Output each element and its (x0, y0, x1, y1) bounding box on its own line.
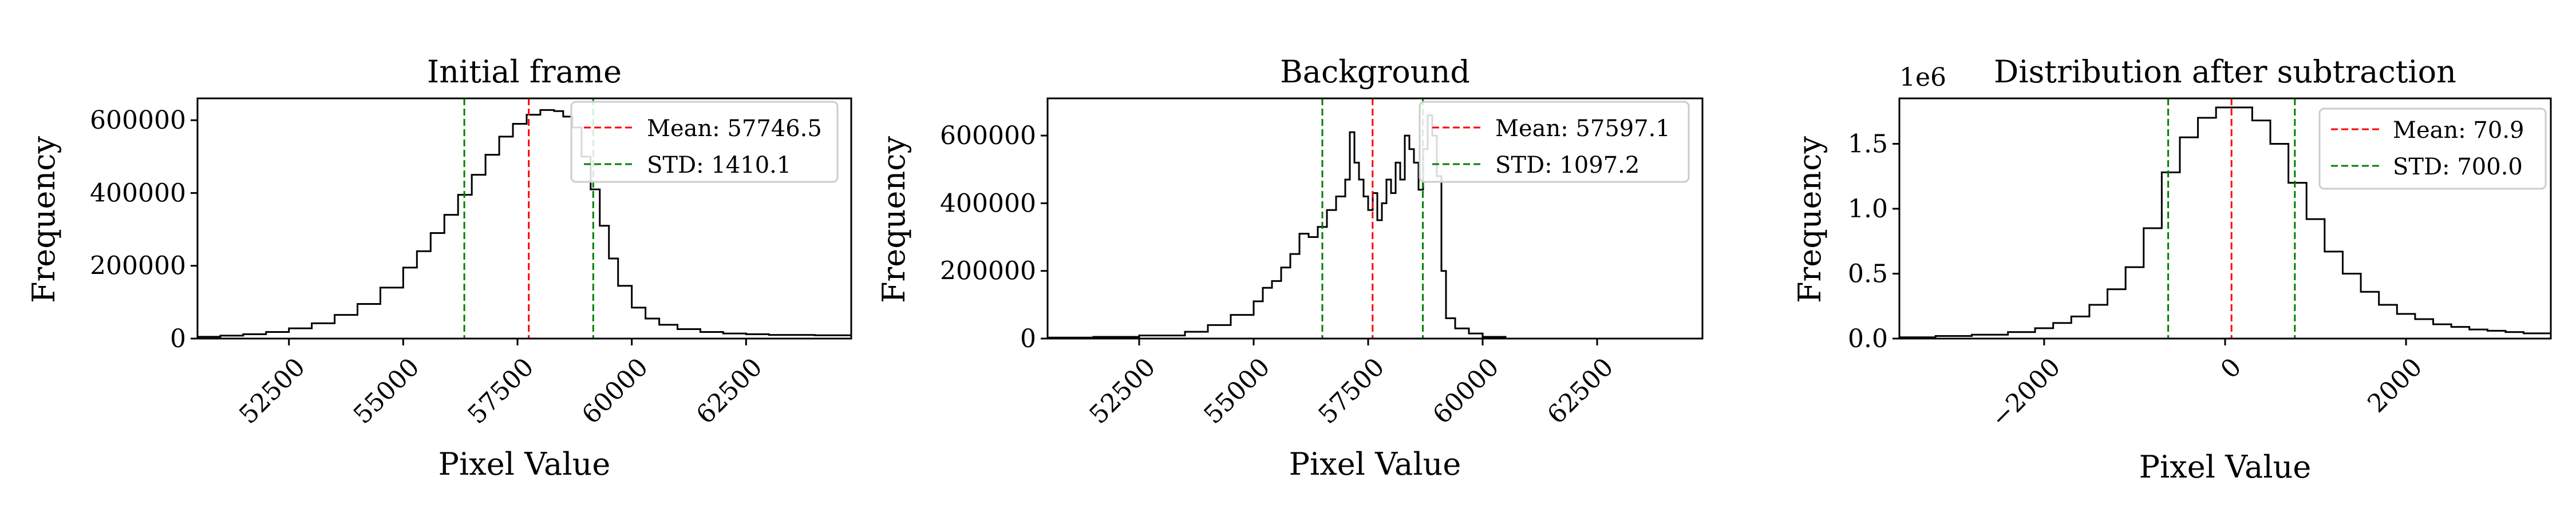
x-tick-label: 60000 (576, 352, 654, 429)
panel-distribution-after-subtraction: Distribution after subtraction Pixel Val… (1792, 54, 2552, 485)
y-tick-label: 0 (1020, 324, 1036, 353)
y-offset-label: 1e6 (1899, 63, 1946, 92)
x-tick-label: 62500 (691, 352, 768, 429)
x-axis-label: Pixel Value (1289, 446, 1461, 482)
legend: Mean: 57746.5 STD: 1410.1 (570, 101, 839, 183)
y-tick-label: 200000 (940, 257, 1036, 286)
x-tick-label: 55000 (348, 352, 425, 429)
legend-frame (1419, 101, 1690, 183)
y-axis-label: Frequency (876, 136, 912, 303)
plot-contents (1899, 98, 2551, 339)
x-tick-label: 52500 (234, 352, 311, 429)
legend-mean-label: Mean: 57597.1 (1495, 116, 1670, 142)
legend-frame (570, 101, 839, 183)
legend: Mean: 70.9 STD: 700.0 (2318, 108, 2547, 190)
legend-mean-label: Mean: 57746.5 (647, 116, 822, 142)
y-tick-label: 1.5 (1848, 129, 1888, 158)
legend-std-label: STD: 1410.1 (647, 152, 791, 178)
axes-frame (1046, 97, 1704, 340)
histogram-step-line (197, 109, 851, 339)
y-tick-label: 600000 (940, 121, 1036, 150)
y-tick-label: 400000 (940, 189, 1036, 218)
x-tick-label: 55000 (1198, 352, 1275, 429)
panel-title: Distribution after subtraction (1994, 54, 2456, 90)
y-axis-label: Frequency (1792, 136, 1828, 303)
y-tick-label: 0.5 (1848, 259, 1888, 288)
x-tick-label: 57500 (462, 352, 539, 429)
y-tick-label: 400000 (90, 178, 186, 208)
legend-std-label: STD: 1097.2 (1495, 152, 1639, 178)
panel-initial-frame: Initial frame Pixel Value Frequency 5250… (26, 54, 852, 482)
x-tick-label: −2000 (1985, 352, 2066, 433)
x-tick-label: 0 (2215, 352, 2247, 384)
plot-contents (197, 98, 851, 339)
x-tick-label: 60000 (1427, 352, 1504, 429)
histogram-step-line (1899, 106, 2551, 339)
x-axis-label: Pixel Value (438, 446, 611, 482)
y-tick-label: 0 (170, 324, 186, 353)
y-tick-label: 1.0 (1848, 194, 1888, 224)
y-axis-label: Frequency (26, 136, 62, 303)
panel-background: Background Pixel Value Frequency 52500 55… (876, 54, 1704, 482)
panel-title: Background (1280, 54, 1470, 90)
y-tick-label: 600000 (90, 106, 186, 135)
legend-mean-label: Mean: 70.9 (2393, 117, 2524, 144)
x-tick-label: 57500 (1313, 352, 1390, 429)
y-tick-label: 200000 (90, 252, 186, 281)
x-tick-label: 62500 (1542, 352, 1619, 429)
x-axis-label: Pixel Value (2139, 449, 2312, 485)
x-tick-label: 2000 (2362, 352, 2428, 418)
y-tick-label: 0.0 (1848, 324, 1888, 353)
axes-frame (196, 97, 852, 340)
legend-std-label: STD: 700.0 (2393, 154, 2523, 180)
legend: Mean: 57597.1 STD: 1097.2 (1419, 101, 1690, 183)
x-tick-label: 52500 (1084, 352, 1161, 429)
panel-title: Initial frame (427, 54, 622, 90)
